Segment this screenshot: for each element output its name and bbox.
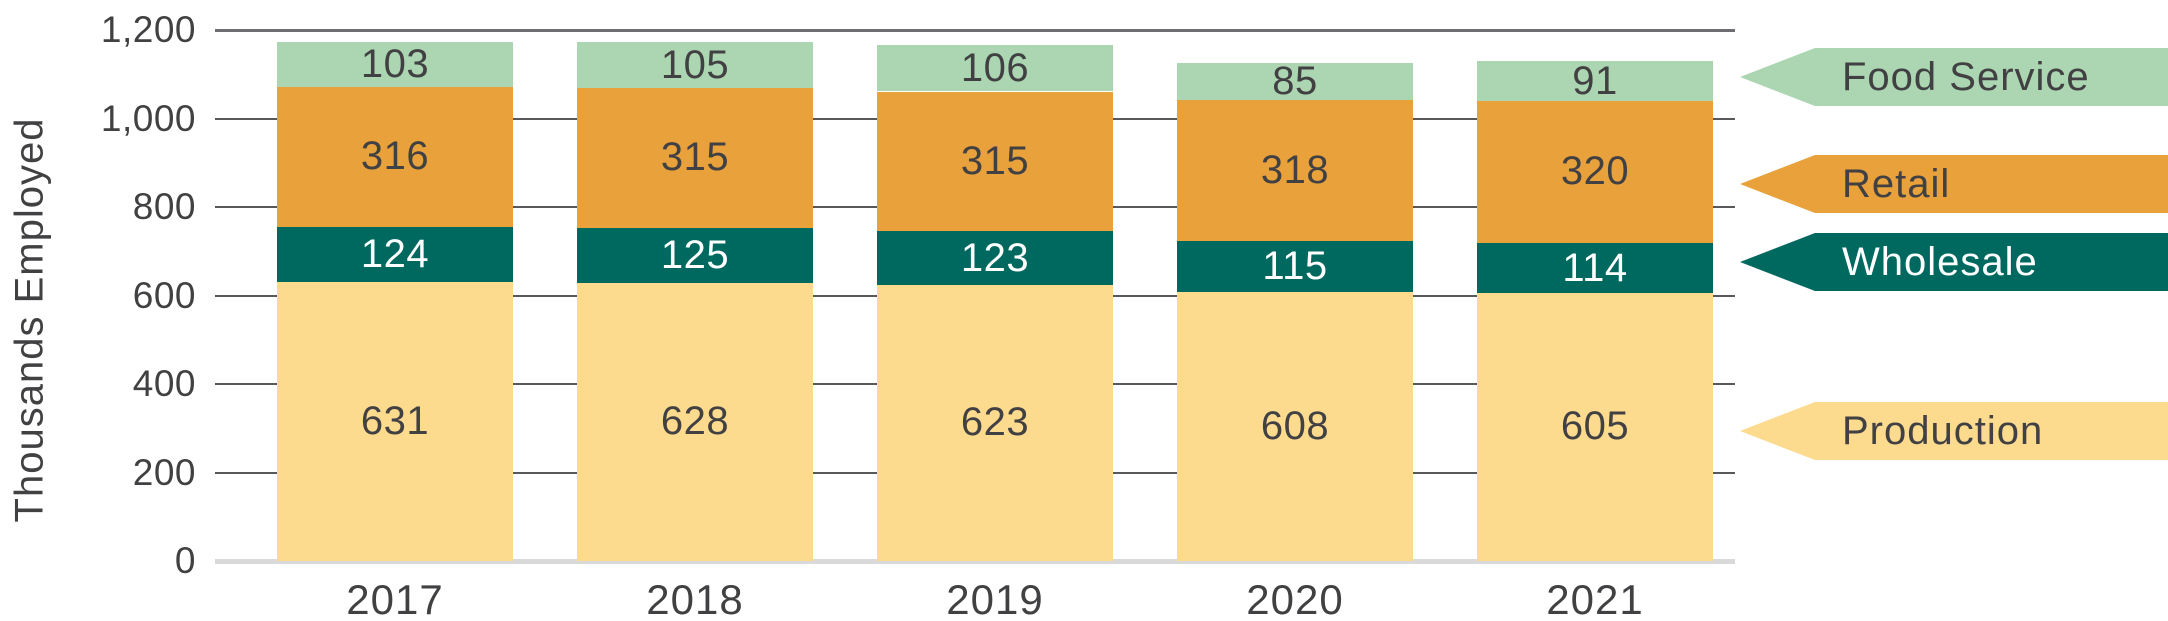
bar-segment-retail: 318: [1177, 100, 1413, 242]
bar-segment-retail: 320: [1477, 101, 1713, 243]
legend-item-food-service: Food Service: [1740, 48, 2168, 106]
legend-label: Production: [1842, 409, 2044, 453]
bar-value-label: 106: [960, 45, 1030, 90]
bar-value-label: 320: [1560, 149, 1630, 194]
bar-value-label: 125: [660, 232, 730, 277]
bar-segment-retail: 315: [877, 91, 1113, 231]
bar-value-label: 91: [1572, 58, 1618, 103]
bar-value-label: 124: [360, 231, 430, 276]
y-tick-label: 800: [132, 186, 196, 227]
x-tick-label: 2017: [346, 576, 444, 621]
y-tick-label: 400: [132, 363, 196, 404]
bar-value-label: 103: [360, 41, 430, 86]
gridline-1200: [215, 28, 1735, 32]
gridline-0: [215, 558, 1735, 564]
bar-segment-retail: 316: [277, 87, 513, 227]
bar-value-label: 115: [1262, 244, 1328, 289]
bar-segment-wholesale: 115: [1177, 241, 1413, 292]
bar-value-label: 628: [660, 399, 730, 444]
bar-segment-production: 628: [577, 283, 813, 561]
bar-value-label: 631: [360, 398, 430, 443]
legend-label: Food Service: [1842, 55, 2090, 99]
x-tick-label: 2020: [1246, 576, 1344, 621]
bar-value-label: 605: [1560, 404, 1630, 449]
bar-value-label: 316: [360, 134, 430, 179]
bar-segment-food-service: 103: [277, 41, 513, 88]
legend-item-production: Production: [1740, 402, 2168, 460]
bar-segment-wholesale: 124: [277, 226, 513, 282]
x-tick-label: 2018: [646, 576, 744, 621]
bar-segment-food-service: 91: [1477, 61, 1713, 101]
bar-segment-production: 631: [277, 281, 513, 561]
y-tick-label: 1,200: [100, 9, 196, 50]
bar-value-label: 318: [1260, 148, 1330, 193]
legend-item-retail: Retail: [1740, 155, 2168, 213]
bar-segment-retail: 315: [577, 88, 813, 228]
bar-segment-food-service: 106: [877, 44, 1113, 92]
y-tick-label: 1,000: [100, 97, 196, 139]
bar-value-label: 114: [1562, 245, 1628, 290]
y-tick-label: 200: [132, 451, 196, 493]
x-tick-label: 2021: [1546, 576, 1644, 621]
bar-segment-wholesale: 123: [877, 230, 1113, 286]
legend-item-wholesale: Wholesale: [1740, 233, 2168, 291]
x-tick-label: 2019: [946, 576, 1044, 621]
bar-segment-production: 623: [877, 285, 1113, 561]
bar-segment-wholesale: 125: [577, 227, 813, 284]
legend-label: Wholesale: [1842, 240, 2038, 284]
bar-value-label: 623: [960, 400, 1030, 445]
bar-value-label: 315: [660, 135, 730, 180]
bar-segment-production: 608: [1177, 291, 1413, 561]
bar-segment-wholesale: 114: [1477, 242, 1713, 294]
y-tick-label: 0: [174, 540, 196, 581]
bar-value-label: 85: [1272, 58, 1318, 103]
bar-segment-food-service: 105: [577, 41, 813, 89]
legend-label: Retail: [1842, 162, 1951, 206]
bar-segment-food-service: 85: [1177, 58, 1413, 103]
y-tick-label: 600: [132, 274, 196, 316]
bar-value-label: 123: [960, 235, 1030, 280]
bar-segment-production: 605: [1477, 293, 1713, 561]
bar-value-label: 105: [660, 42, 730, 87]
bar-value-label: 608: [1260, 403, 1330, 448]
bar-value-label: 315: [960, 138, 1030, 183]
